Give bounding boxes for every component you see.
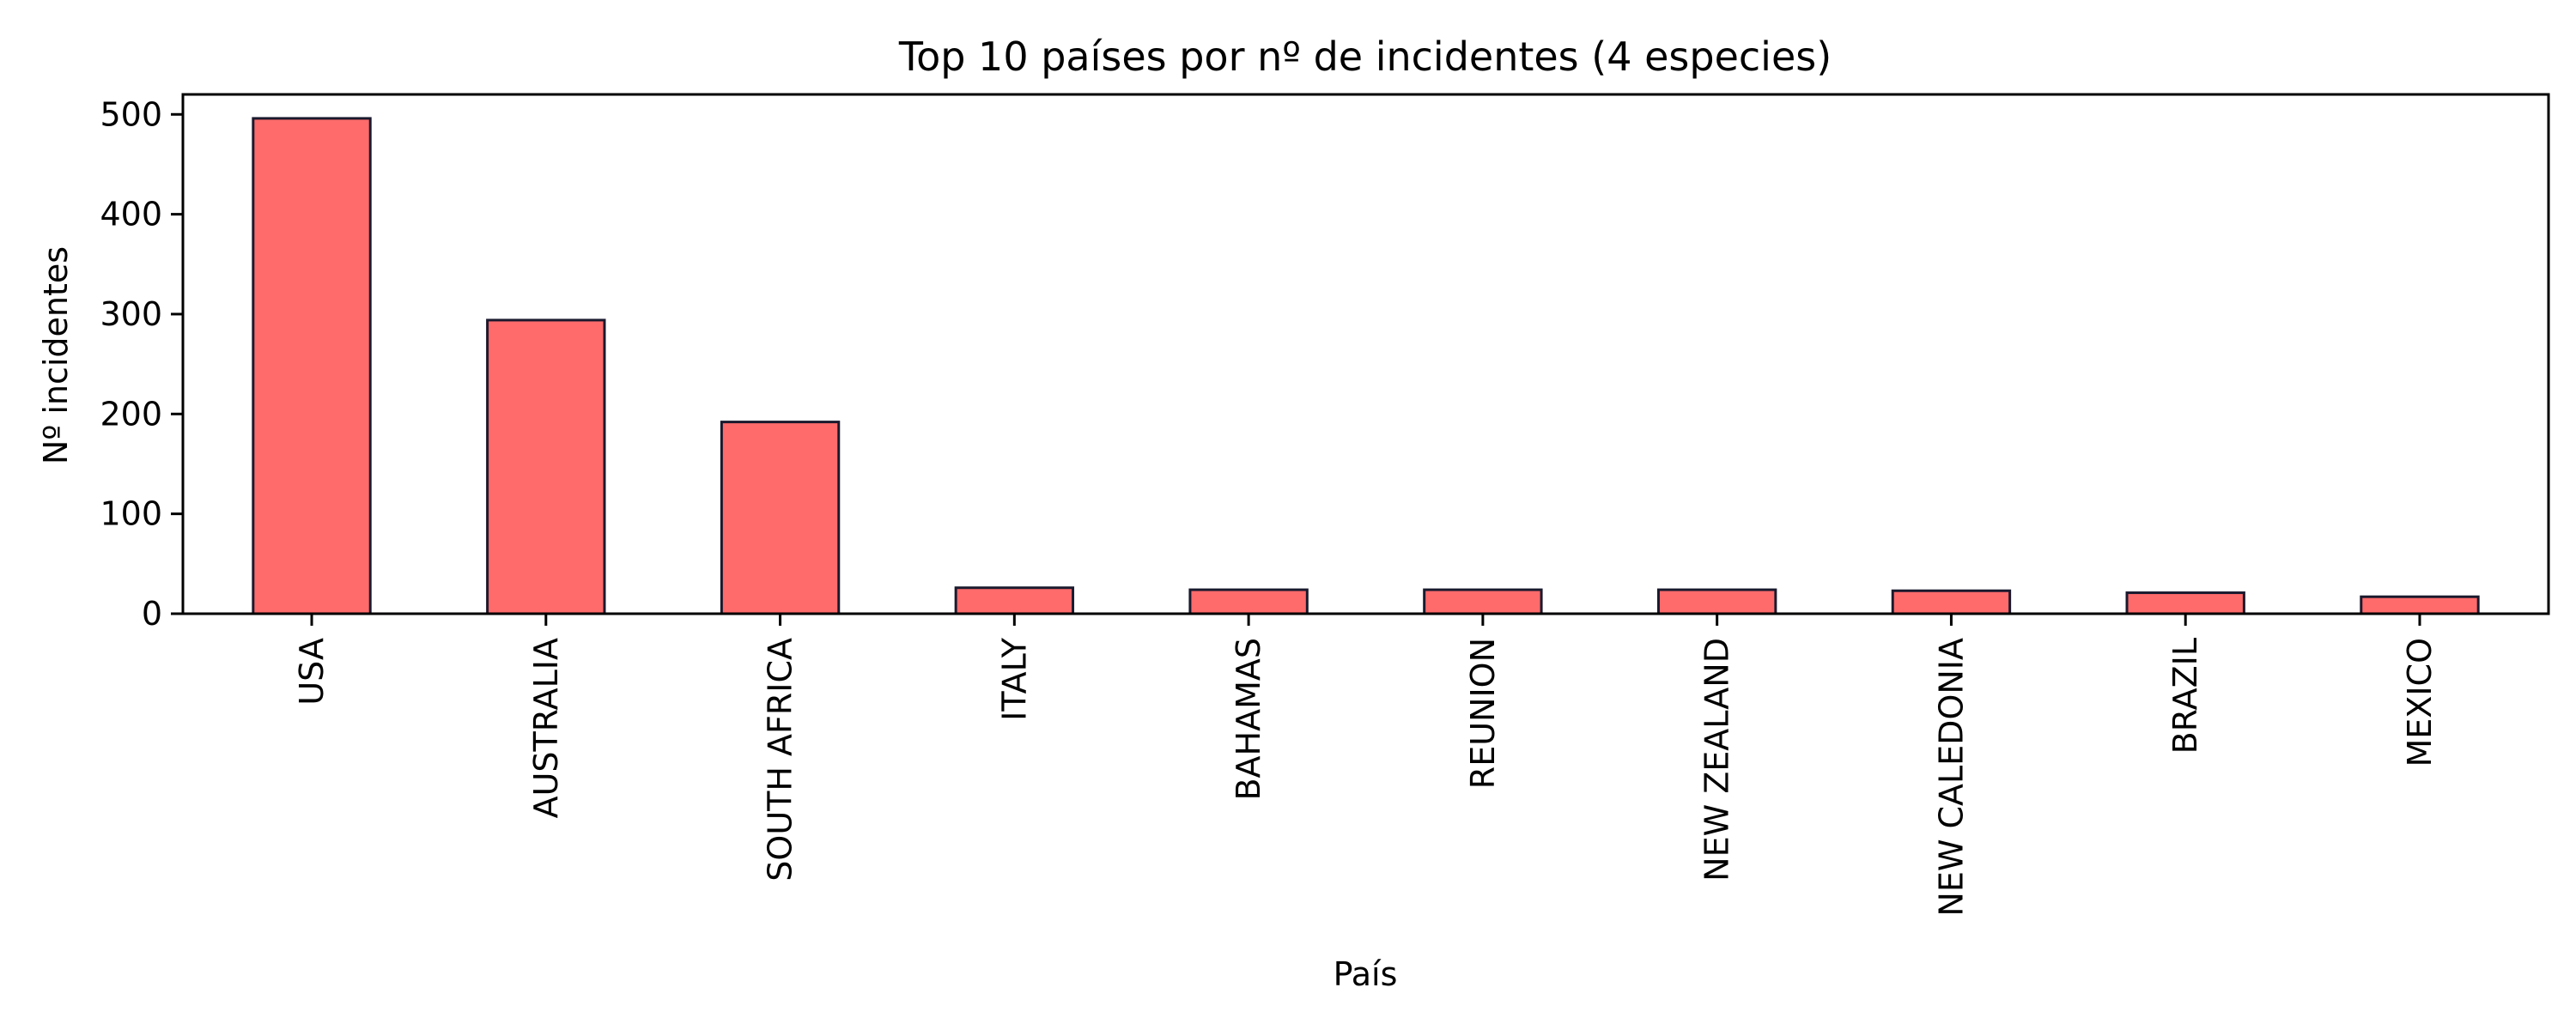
bar: [252, 117, 372, 615]
y-tick-label: 400: [100, 196, 162, 233]
bar: [720, 421, 841, 615]
x-tick-label: NEW ZEALAND: [1698, 638, 1736, 882]
chart-title: Top 10 países por nº de incidentes (4 es…: [898, 33, 1832, 80]
bar: [954, 586, 1075, 615]
bar: [1656, 588, 1777, 615]
plot-frame: [181, 93, 2550, 615]
y-tick-label: 200: [100, 395, 162, 433]
x-axis: USA AUSTRALIA SOUTH AFRICA ITALY BAHAMAS REUN…: [293, 614, 2439, 917]
x-axis-label: País: [1334, 955, 1398, 993]
bar: [1188, 588, 1309, 615]
y-tick-label: 500: [100, 95, 162, 133]
x-tick-label: NEW CALEDONIA: [1932, 638, 1970, 917]
bar: [2125, 591, 2245, 615]
y-tick-label: 300: [100, 295, 162, 333]
x-tick-label: AUSTRALIA: [527, 638, 565, 818]
x-tick-label: USA: [293, 638, 331, 706]
x-tick-label: BAHAMAS: [1230, 638, 1267, 801]
x-tick-label: BRAZIL: [2166, 638, 2204, 754]
bar: [1891, 589, 2012, 615]
bar: [486, 318, 606, 615]
y-axis-label: Nº incidentes: [37, 246, 75, 464]
bar: [1423, 588, 1543, 615]
y-tick-label: 100: [100, 495, 162, 533]
x-tick-label: SOUTH AFRICA: [762, 638, 799, 882]
x-tick-label: MEXICO: [2401, 638, 2439, 766]
bar: [2360, 595, 2480, 615]
x-tick-label: ITALY: [995, 637, 1033, 721]
x-tick-label: REUNION: [1464, 638, 1502, 789]
bar-series: [252, 117, 2480, 615]
y-tick-label: 0: [142, 595, 162, 633]
y-axis: 0 100 200 300 400 500: [100, 95, 183, 633]
